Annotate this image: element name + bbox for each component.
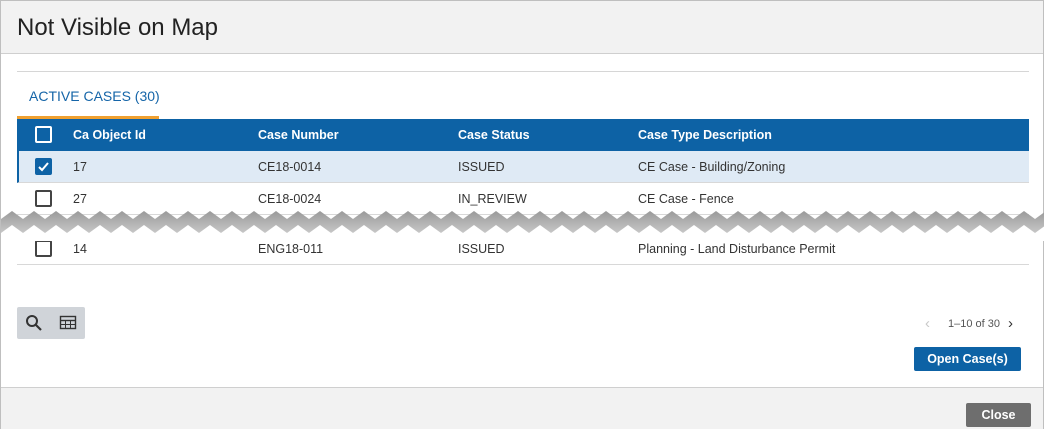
- check-icon: [38, 162, 49, 172]
- cell-case-status: IN_REVIEW: [458, 192, 527, 206]
- dialog-footer: Close: [1, 387, 1043, 429]
- dialog-header: Not Visible on Map: [1, 1, 1043, 54]
- tab-label: ACTIVE CASES (30): [29, 88, 160, 104]
- column-header-case-status[interactable]: Case Status: [458, 128, 530, 142]
- cell-case-type: CE Case - Fence: [638, 192, 734, 206]
- cell-case-number: CE18-0014: [258, 160, 322, 174]
- column-header-case-type[interactable]: Case Type Description: [638, 128, 772, 142]
- cell-case-number: CE18-0024: [258, 192, 322, 206]
- cell-object-id: 14: [73, 242, 87, 256]
- table-toolbar: [17, 307, 85, 339]
- cell-case-status: ISSUED: [458, 242, 505, 256]
- cell-object-id: 27: [73, 192, 87, 206]
- table-columns-icon[interactable]: [58, 313, 78, 333]
- tab-active-indicator: [17, 116, 159, 119]
- search-icon[interactable]: [24, 313, 44, 333]
- tab-divider: [17, 71, 1029, 72]
- cell-case-number: ENG18-011: [258, 242, 324, 256]
- cases-table: Ca Object Id Case Number Case Status Cas…: [17, 119, 1029, 265]
- chevron-right-icon[interactable]: ›: [1008, 315, 1013, 332]
- pagination-range: 1–10 of 30: [948, 318, 1000, 330]
- open-cases-button[interactable]: Open Case(s): [914, 347, 1021, 371]
- table-header: Ca Object Id Case Number Case Status Cas…: [17, 119, 1029, 151]
- cell-case-type: CE Case - Building/Zoning: [638, 160, 786, 174]
- pagination: ‹ 1–10 of 30 ›: [925, 315, 1021, 333]
- torn-edge-divider: [1, 211, 1044, 241]
- table-row[interactable]: 17 CE18-0014 ISSUED CE Case - Building/Z…: [17, 151, 1029, 183]
- column-header-case-number[interactable]: Case Number: [258, 128, 339, 142]
- tab-active-cases[interactable]: ACTIVE CASES (30): [17, 81, 160, 119]
- cell-object-id: 17: [73, 160, 87, 174]
- row-checkbox[interactable]: [35, 240, 52, 257]
- chevron-left-icon[interactable]: ‹: [925, 315, 930, 332]
- cell-case-type: Planning - Land Disturbance Permit: [638, 242, 836, 256]
- select-all-checkbox[interactable]: [35, 126, 52, 143]
- close-button[interactable]: Close: [966, 403, 1031, 427]
- cell-case-status: ISSUED: [458, 160, 505, 174]
- row-checkbox[interactable]: [35, 190, 52, 207]
- table-row[interactable]: 27 CE18-0024 IN_REVIEW CE Case - Fence: [17, 183, 1029, 215]
- dialog-title: Not Visible on Map: [17, 14, 218, 41]
- column-header-object-id[interactable]: Ca Object Id: [73, 128, 146, 142]
- row-checkbox[interactable]: [35, 158, 52, 175]
